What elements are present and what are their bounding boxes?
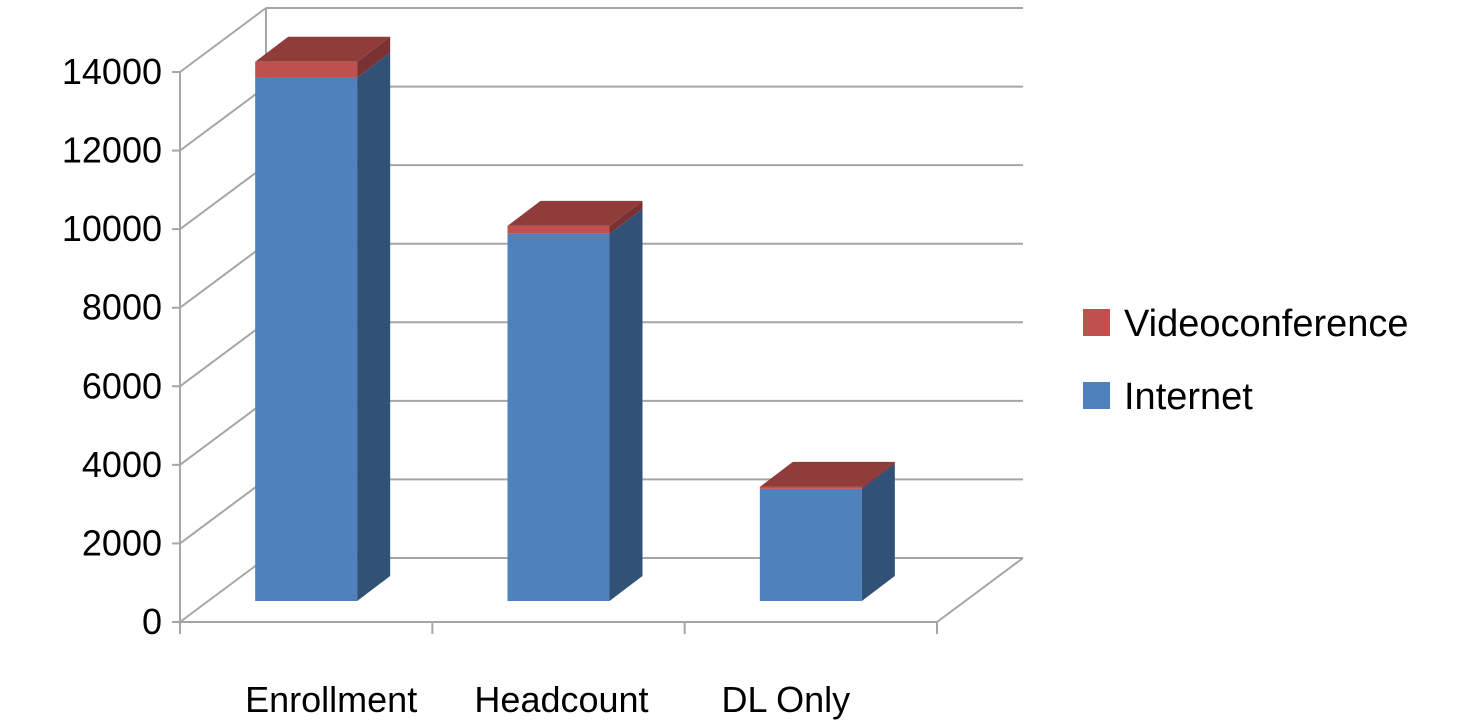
x-tick-label: DL Only (721, 679, 850, 720)
floor-right-edge (936, 557, 1024, 623)
bar-internet-enrollment (255, 52, 391, 602)
gridline-diagonal (179, 478, 267, 545)
bar-front-face (255, 77, 358, 602)
bar-front-face (255, 61, 358, 78)
legend-swatch (1083, 382, 1110, 409)
y-tick-label: 2000 (82, 522, 162, 563)
y-tick-label: 12000 (62, 130, 162, 171)
gridline-diagonal (179, 400, 267, 466)
y-tick-label: 8000 (82, 287, 162, 328)
y-tick-label: 4000 (82, 444, 162, 485)
bar-videoconference-dl-only (759, 461, 895, 489)
bar-front-face (507, 233, 610, 601)
bar-front-face (759, 488, 862, 601)
legend: Videoconference Internet (1083, 303, 1409, 418)
x-tick-label: Enrollment (245, 679, 417, 720)
gridline-diagonal (179, 164, 267, 230)
gridlines (179, 7, 1023, 623)
y-tick-label: 6000 (82, 365, 162, 406)
bar-front-face (759, 486, 862, 489)
bars (255, 36, 895, 602)
legend-label: Internet (1124, 376, 1253, 418)
bar-top-face (759, 461, 895, 487)
bar-top-face (507, 200, 643, 226)
bar-front-face (507, 225, 610, 234)
y-tick-label: 14000 (62, 51, 162, 92)
bar-side-face (357, 36, 391, 78)
bar-side-face (861, 463, 895, 601)
bar-internet-dl-only (759, 463, 895, 601)
legend-label: Videoconference (1124, 303, 1409, 345)
bar-videoconference-headcount (507, 200, 643, 234)
y-tick-label: 0 (142, 601, 162, 642)
gridline-diagonal (179, 321, 267, 388)
x-tick-label: Headcount (474, 679, 648, 720)
x-axis-ticks (179, 622, 938, 634)
bar-internet-headcount (507, 208, 643, 601)
y-axis-ticks: 0 2000 4000 6000 8000 10000 12000 14000 (62, 51, 180, 642)
y-tick-label: 10000 (62, 208, 162, 249)
bar-top-face (255, 36, 391, 62)
bar-side-face (609, 200, 643, 234)
legend-swatch (1083, 309, 1110, 336)
gridline-diagonal (179, 85, 267, 152)
x-axis-labels: Enrollment Headcount DL Only (245, 679, 850, 720)
bar-side-face (609, 208, 643, 601)
bar-side-face (357, 52, 391, 602)
bar-side-face (861, 461, 895, 489)
gridline-diagonal (179, 7, 267, 73)
bar-videoconference-enrollment (255, 36, 391, 78)
gridline-diagonal (179, 557, 267, 623)
gridline-diagonal (179, 242, 267, 309)
